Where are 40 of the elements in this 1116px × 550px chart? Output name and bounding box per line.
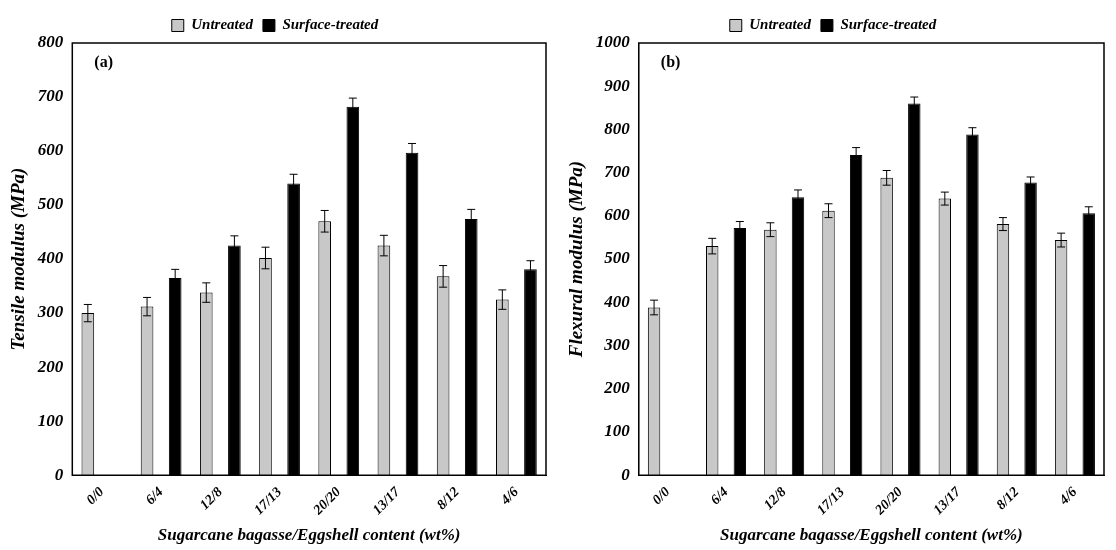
x-tick-label: 8/12 [993,484,1022,513]
x-tick-label: 8/12 [433,484,462,513]
y-tick-label: 100 [37,410,64,430]
y-tick-label: 0 [54,464,64,484]
x-axis-title: Sugarcane bagasse/Eggshell content (wt%) [157,525,461,545]
x-tick-label: 6/4 [707,484,731,508]
y-tick-label: 1000 [595,32,631,52]
x-tick-label: 6/4 [142,484,166,508]
y-axis-title: Flexural modulus (MPa) [565,160,588,359]
x-tick-label: 12/8 [196,484,225,513]
annotation: (b) [660,53,681,72]
y-tick-label: 600 [37,140,64,160]
y-tick-label: 300 [603,334,631,354]
y-tick-label: 600 [604,205,631,225]
x-tick-label: 0/0 [83,484,107,508]
y-tick-label: 700 [604,162,631,182]
y-axis-title: Tensile modulus (MPa) [7,167,30,351]
y-tick-label: 700 [37,86,64,106]
y-tick-label: 800 [37,32,64,52]
y-tick-label: 200 [36,356,64,376]
y-tick-label: 800 [604,118,631,138]
legend-label: Surface-treated [840,16,937,33]
y-tick-label: 400 [603,291,631,311]
y-tick-label: 200 [603,378,631,398]
y-tick-label: 500 [604,248,631,268]
legend-label: Untreated [191,16,254,33]
y-tick-label: 400 [36,248,64,268]
x-axis-title: Sugarcane bagasse/Eggshell content (wt%) [720,525,1023,545]
y-tick-label: 300 [36,302,64,322]
y-tick-label: 900 [604,75,631,95]
y-tick-label: 0 [621,464,631,484]
legend-label: Surface-treated [282,16,379,33]
x-tick-label: 4/6 [1055,484,1080,509]
legend-label: Untreated [749,16,812,33]
annotation: (a) [94,53,113,72]
y-tick-label: 500 [37,194,64,214]
x-tick-label: 12/8 [760,484,789,513]
x-tick-label: 4/6 [497,484,522,509]
x-tick-label: 0/0 [649,484,673,508]
y-tick-label: 100 [604,421,631,441]
